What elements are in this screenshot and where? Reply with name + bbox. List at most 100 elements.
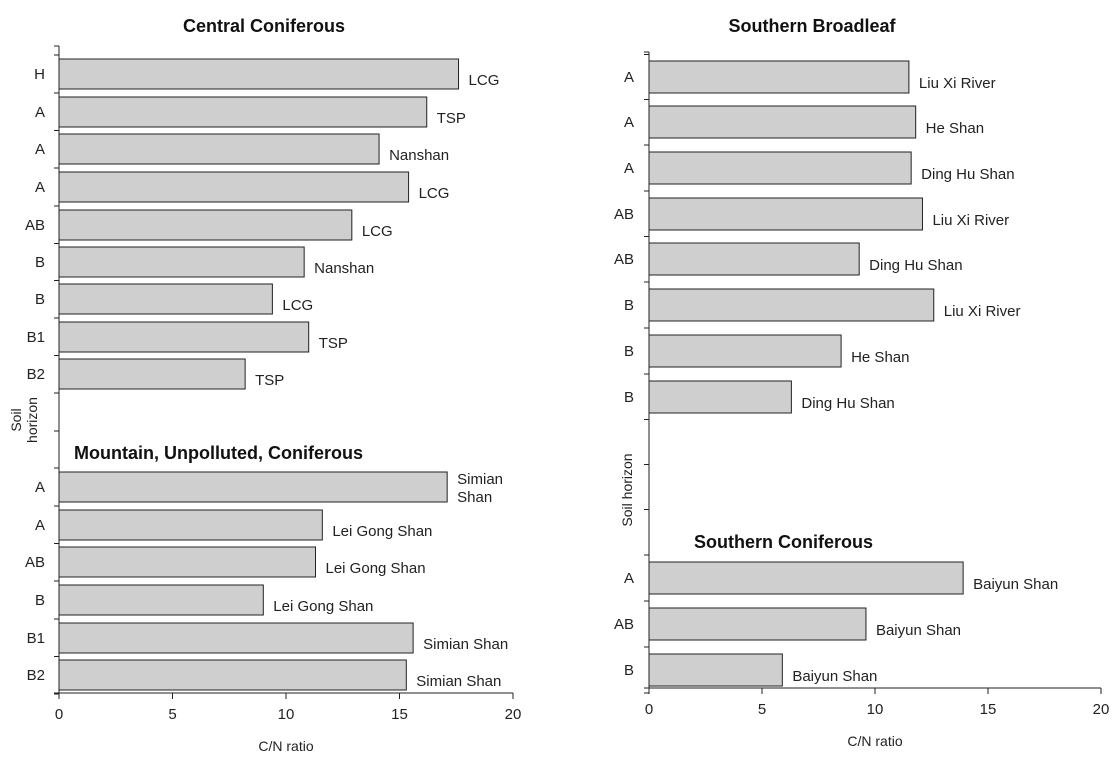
bar: [648, 334, 842, 368]
panel-group-title: Mountain, Unpolluted, Coniferous: [74, 443, 363, 463]
category-label: B1: [27, 329, 45, 346]
bar-group: H LCG: [34, 58, 499, 90]
bar-group: B Ding Hu Shan: [624, 380, 895, 414]
data-label: Baiyun Shan: [792, 668, 877, 685]
bar-group: B2 Simian Shan: [27, 659, 501, 691]
x-axis-label: C/N ratio: [258, 738, 313, 754]
bar: [58, 584, 264, 616]
x-axis-label: C/N ratio: [847, 733, 902, 749]
category-label: AB: [614, 251, 634, 268]
data-label: Lei Gong Shan: [273, 598, 373, 615]
bar: [648, 151, 912, 185]
category-label: A: [624, 160, 634, 177]
bar: [648, 607, 867, 641]
category-label: A: [35, 141, 45, 158]
bar-group: B2 TSP: [27, 358, 284, 390]
y-axis-label-line: Soil: [8, 408, 24, 431]
data-label: Lei Gong Shan: [332, 523, 432, 540]
data-label: LCG: [419, 185, 450, 202]
bar: [58, 321, 310, 353]
x-tick-label: 10: [278, 706, 295, 723]
bar: [648, 242, 860, 276]
bar: [58, 246, 305, 278]
x-tick-label: 20: [1093, 701, 1110, 718]
data-label: Nanshan: [389, 147, 449, 164]
bar: [58, 622, 414, 654]
bar-group: A Liu Xi River: [624, 60, 996, 94]
y-axis-label: Soil horizon: [8, 397, 40, 443]
x-tick-label: 20: [505, 706, 522, 723]
category-label: A: [624, 114, 634, 131]
category-label: AB: [25, 554, 45, 571]
bar-group: AB LCG: [25, 209, 393, 241]
data-label: Simian Shan: [416, 673, 501, 690]
bar-group: B Liu Xi River: [624, 288, 1021, 322]
bar: [648, 561, 964, 595]
x-tick-label: 5: [168, 706, 176, 723]
panel-group-title: Southern Coniferous: [694, 532, 873, 552]
bar: [58, 358, 246, 390]
category-label: A: [35, 179, 45, 196]
bar: [58, 96, 428, 128]
data-label: Baiyun Shan: [973, 576, 1058, 593]
bar-group: B1 TSP: [27, 321, 348, 353]
category-label: B: [624, 297, 634, 314]
bar-group: B1 Simian Shan: [27, 622, 508, 654]
category-label: AB: [614, 616, 634, 633]
x-tick-label: 15: [980, 701, 997, 718]
data-label: TSP: [437, 110, 466, 127]
data-label: Ding Hu Shan: [801, 395, 894, 412]
x-tick-label: 0: [645, 701, 653, 718]
category-label: B2: [27, 667, 45, 684]
bar: [58, 133, 380, 165]
bar-group: A Ding Hu Shan: [624, 151, 1015, 185]
bar: [648, 60, 910, 94]
bar: [58, 509, 323, 541]
category-label: AB: [25, 217, 45, 234]
category-label: A: [624, 69, 634, 86]
category-label: B: [35, 291, 45, 308]
bar: [58, 546, 317, 578]
x-tick-label: 15: [391, 706, 408, 723]
bar: [648, 288, 935, 322]
category-label: B1: [27, 630, 45, 647]
bar: [58, 171, 410, 203]
category-label: B: [624, 662, 634, 679]
bar-group: B He Shan: [624, 334, 909, 368]
data-label: Shan: [457, 489, 492, 506]
bar: [58, 58, 460, 90]
category-label: AB: [614, 206, 634, 223]
bar-group: A Lei Gong Shan: [35, 509, 432, 541]
data-label: LCG: [282, 297, 313, 314]
data-label: He Shan: [926, 120, 984, 137]
bar-group: AB Baiyun Shan: [614, 607, 961, 641]
category-label: B: [624, 343, 634, 360]
data-label: TSP: [255, 372, 284, 389]
bar-group: B LCG: [35, 283, 313, 315]
x-tick-label: 0: [55, 706, 63, 723]
category-label: A: [35, 479, 45, 496]
data-label: Liu Xi River: [919, 75, 996, 92]
bar: [648, 197, 923, 231]
bar-group: A He Shan: [624, 105, 984, 139]
data-label: Liu Xi River: [944, 303, 1021, 320]
bar-group: B Lei Gong Shan: [35, 584, 373, 616]
category-label: A: [35, 104, 45, 121]
bar: [58, 209, 353, 241]
chart-panel-1: 0 5 10 15 20 C/N ratio Soil horizon Central Coni…: [8, 16, 521, 754]
data-label: Baiyun Shan: [876, 622, 961, 639]
data-label: Lei Gong Shan: [326, 560, 426, 577]
y-axis-label-line: horizon: [24, 397, 40, 443]
bar: [58, 283, 273, 315]
y-axis-label-text: Soil horizon: [619, 453, 635, 526]
bar-group: B Nanshan: [35, 246, 374, 278]
bar-group: A Baiyun Shan: [624, 561, 1058, 595]
category-label: B: [624, 389, 634, 406]
data-label: LCG: [362, 223, 393, 240]
data-label: TSP: [319, 335, 348, 352]
data-label: Ding Hu Shan: [921, 166, 1014, 183]
panel-group-title: Southern Broadleaf: [728, 16, 896, 36]
bar-group: AB Ding Hu Shan: [614, 242, 963, 276]
bar-group: A LCG: [35, 171, 450, 203]
